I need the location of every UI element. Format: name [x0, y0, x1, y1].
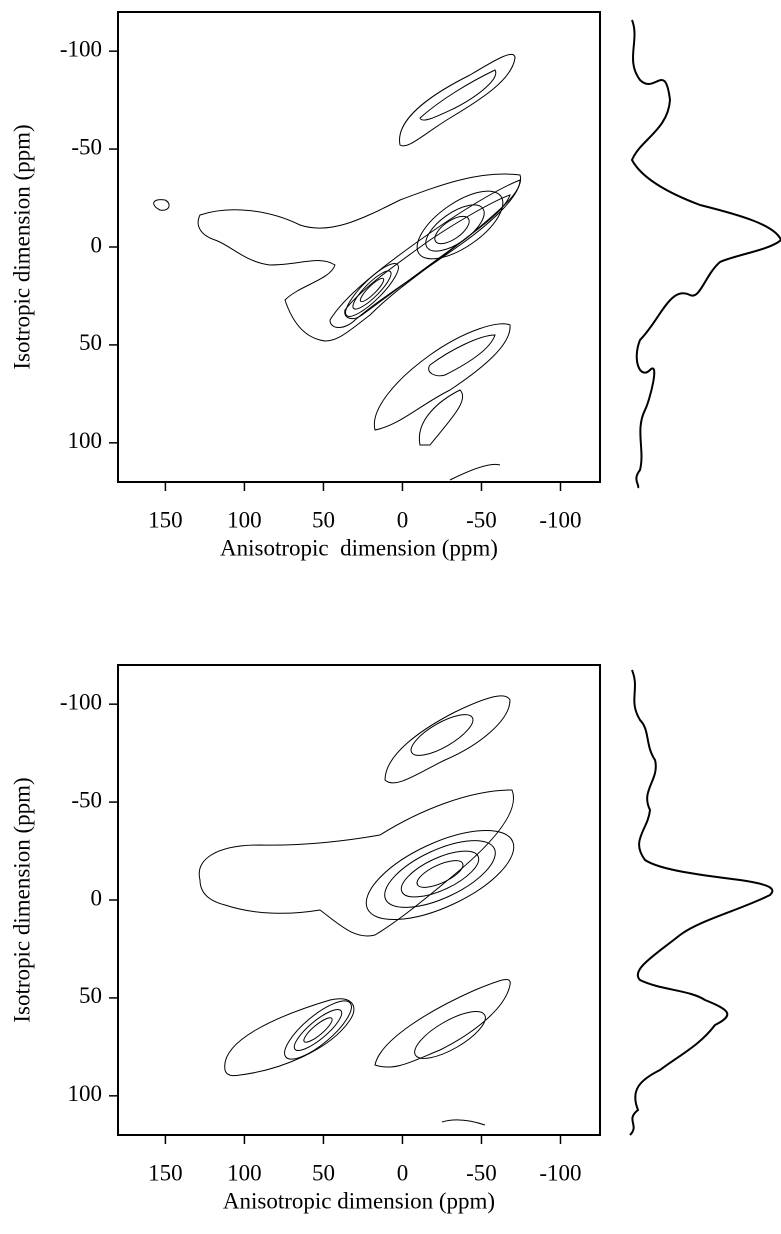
- x-tick-label: -100: [539, 507, 581, 532]
- y-tick-label: 100: [68, 428, 103, 453]
- contours-top: [153, 53, 522, 481]
- y-tick-label: -100: [60, 36, 102, 61]
- x-tick-label: 0: [397, 507, 409, 532]
- y-tick-label: -50: [71, 134, 102, 159]
- x-tick-label: 50: [312, 507, 335, 532]
- y-axis-label: Isotropic dimension (ppm): [9, 777, 34, 1022]
- x-tick-label: -50: [466, 1160, 497, 1185]
- x-tick-label: 0: [397, 1160, 409, 1185]
- x-tick-label: 150: [148, 507, 183, 532]
- y-tick-label: 50: [79, 330, 102, 355]
- y-tick-label: 50: [79, 983, 102, 1008]
- y-tick-label: 100: [68, 1081, 103, 1106]
- x-tick-label: 100: [227, 507, 262, 532]
- x-tick-label: -100: [539, 1160, 581, 1185]
- contours-bottom: [198, 695, 515, 1126]
- x-axis-label: Anisotropic dimension (ppm): [220, 535, 498, 560]
- x-tick-label: 50: [312, 1160, 335, 1185]
- y-tick-label: 0: [91, 232, 103, 257]
- y-tick-label: 0: [91, 885, 103, 910]
- projections: [629, 19, 781, 1136]
- plot-frame: [117, 11, 601, 483]
- x-axis-label: Anisotropic dimension (ppm): [223, 1188, 495, 1213]
- y-tick-label: -50: [71, 787, 102, 812]
- x-tick-label: -50: [466, 507, 497, 532]
- y-tick-label: -100: [60, 689, 102, 714]
- x-tick-label: 100: [227, 1160, 262, 1185]
- x-tick-label: 150: [148, 1160, 183, 1185]
- y-axis-label: Isotropic dimension (ppm): [9, 124, 34, 369]
- plot-frame: [117, 664, 601, 1136]
